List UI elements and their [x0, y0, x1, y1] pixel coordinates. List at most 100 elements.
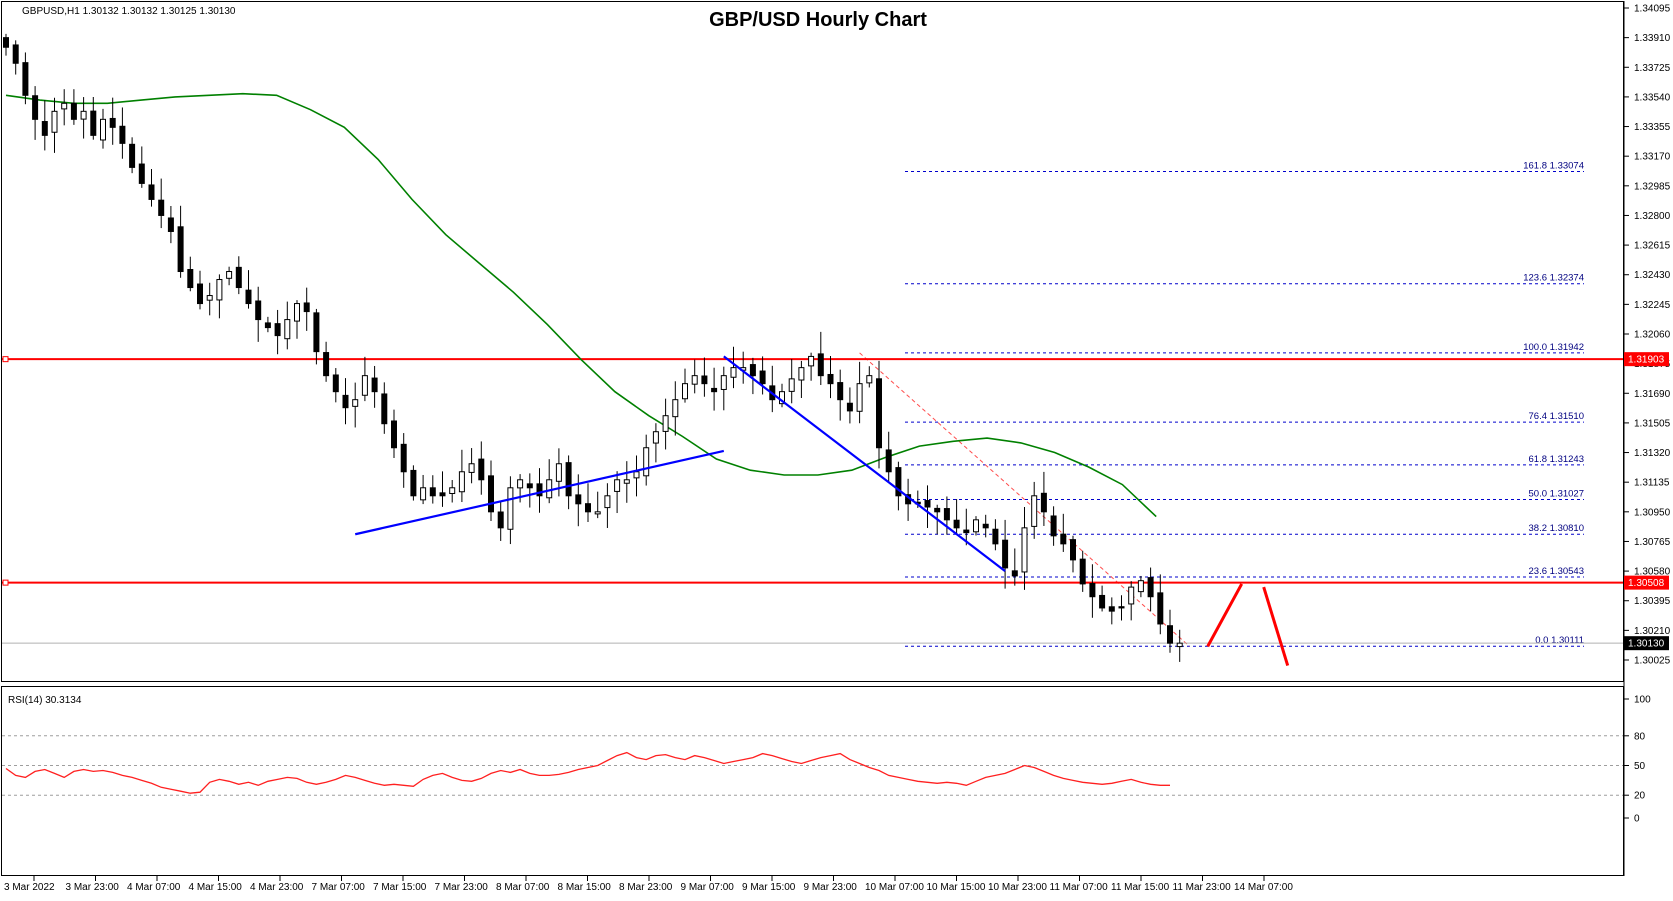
candle-body [662, 415, 669, 432]
candle-body [992, 528, 999, 545]
candle-body [381, 393, 388, 425]
fibonacci-label: 100.0 1.31942 [1523, 342, 1584, 353]
candle-body [458, 471, 465, 493]
candle-body [963, 529, 970, 534]
candle-body [119, 125, 126, 144]
candle-body [1011, 570, 1018, 577]
candle-body [1031, 495, 1038, 527]
price-badge-label: 1.30508 [1628, 578, 1665, 589]
candle-body [391, 420, 397, 449]
candle-body [361, 375, 368, 396]
time-tick-label: 14 Mar 07:00 [1234, 882, 1293, 893]
candle-body [158, 199, 165, 216]
candle-body [924, 500, 931, 508]
candle-body [274, 323, 281, 337]
fibonacci-label: 161.8 1.33074 [1523, 161, 1584, 172]
time-tick-label: 7 Mar 07:00 [312, 882, 366, 893]
candle-body [1137, 580, 1144, 593]
time-tick-label: 10 Mar 23:00 [988, 882, 1047, 893]
time-tick-label: 9 Mar 23:00 [804, 882, 858, 893]
candle-body [1157, 592, 1164, 625]
candle-body [352, 399, 359, 407]
price-tick-label: 1.33540 [1634, 92, 1671, 103]
candle-body [614, 479, 621, 492]
candle-body [885, 449, 892, 473]
candle-body [51, 110, 58, 133]
candle-body [1147, 577, 1154, 598]
candle-body [846, 402, 853, 412]
rsi-panel-frame [1, 686, 1624, 876]
candle-body [827, 373, 834, 385]
price-tick-label: 1.31135 [1634, 478, 1670, 489]
candle-body [1089, 583, 1096, 598]
candle-body [264, 322, 271, 329]
candle-body [856, 383, 863, 412]
candle-body [3, 37, 9, 48]
candle-body [1167, 625, 1173, 644]
candle-body [1079, 558, 1086, 585]
candle-body [61, 102, 68, 110]
candle-body [303, 302, 310, 313]
candle-body [526, 483, 533, 489]
time-tick-label: 11 Mar 23:00 [1173, 882, 1232, 893]
rsi-tick-label: 100 [1634, 695, 1651, 706]
candle-body [284, 319, 291, 340]
candle-body [488, 475, 494, 513]
resistance-trendline [723, 355, 1006, 572]
fibonacci-layer: 161.8 1.33074 123.6 1.32374 100.0 1.31942 7… [859, 161, 1584, 647]
candle-body [468, 463, 475, 473]
time-tick-label: 4 Mar 07:00 [127, 882, 181, 893]
candle-body [652, 431, 659, 444]
candle-body [934, 507, 941, 513]
candle-body [90, 110, 97, 136]
candle-body [478, 458, 485, 481]
price-tick-label: 1.32985 [1634, 181, 1671, 192]
fibonacci-label: 38.2 1.30810 [1529, 523, 1584, 534]
candle-body [216, 279, 223, 301]
candle-body [1021, 527, 1028, 573]
candle-body [138, 163, 145, 184]
price-tick-label: 1.32615 [1634, 241, 1671, 252]
candle-body [953, 519, 960, 529]
candle-body [643, 447, 650, 477]
candle-body [439, 492, 446, 497]
price-badges: 1.31903 1.30508 1.30130 [1624, 352, 1669, 651]
candle-body [1040, 492, 1047, 513]
candle-body [400, 443, 407, 473]
price-tick-label: 1.33910 [1634, 33, 1671, 44]
candle-body [749, 364, 756, 377]
time-tick-label: 7 Mar 15:00 [373, 882, 427, 893]
candle-body [1070, 539, 1076, 561]
candle-body [410, 469, 417, 497]
rsi-tick-label: 80 [1634, 731, 1646, 742]
candle-body [895, 467, 902, 497]
candle-body [235, 266, 242, 289]
candle-body [633, 471, 640, 479]
candle-body [711, 387, 718, 393]
candle-body [129, 143, 136, 168]
candle-body [691, 375, 698, 385]
price-tick-label: 1.30395 [1634, 596, 1671, 607]
candle-body [197, 283, 203, 305]
candle-body [798, 367, 805, 381]
rsi-tick-label: 20 [1634, 791, 1646, 802]
candle-body [22, 62, 29, 96]
candle-body [32, 95, 39, 120]
time-tick-label: 7 Mar 23:00 [435, 882, 489, 893]
candle-body [594, 511, 601, 515]
price-tick-label: 1.33725 [1634, 63, 1671, 74]
candle-body [313, 312, 320, 353]
candle-body [672, 399, 679, 418]
candle-body [555, 463, 562, 482]
candle-body [420, 487, 427, 501]
candle-body [1176, 642, 1183, 648]
price-tick-label: 1.31320 [1634, 448, 1671, 459]
candle-body [973, 519, 979, 533]
candle-body [817, 353, 824, 377]
candle-body [730, 367, 737, 378]
price-tick-label: 1.30210 [1634, 626, 1671, 637]
candle-body [100, 118, 106, 141]
rsi-layer: 100 80 50 20 0 [2, 695, 1651, 825]
